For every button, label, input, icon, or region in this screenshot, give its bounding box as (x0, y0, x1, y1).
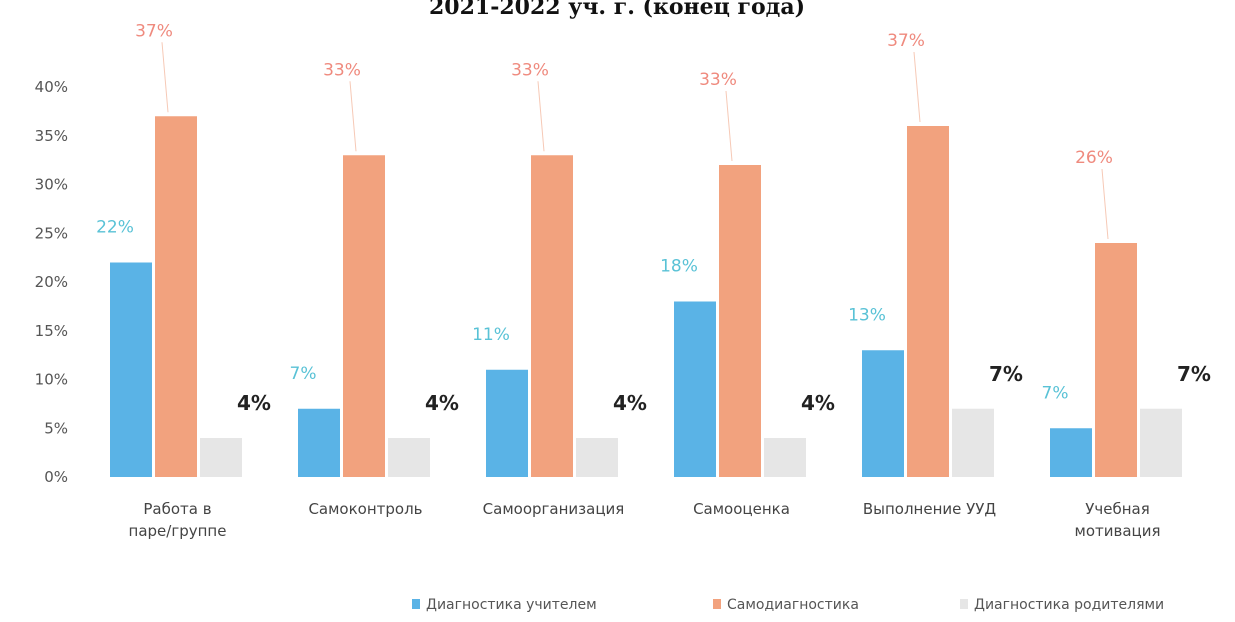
data-label: 4% (801, 391, 835, 415)
data-label-leader (161, 42, 169, 113)
data-label-leader (725, 90, 733, 162)
bar (110, 262, 152, 477)
data-label: 18% (660, 257, 698, 277)
data-label: 22% (96, 218, 134, 238)
x-tick-label: Самоконтроль (308, 500, 422, 518)
bar (719, 165, 761, 477)
bar (1095, 243, 1137, 477)
x-tick-label: мотивация (1075, 522, 1161, 540)
data-label-leader (913, 51, 921, 123)
bar (298, 408, 340, 477)
bar (862, 350, 904, 477)
data-label: 7% (1042, 383, 1069, 403)
legend-swatch (960, 599, 968, 609)
bar (907, 126, 949, 477)
data-label: 11% (472, 325, 510, 345)
legend-swatch (412, 599, 420, 609)
data-label: 37% (135, 21, 173, 41)
bar (200, 438, 242, 477)
data-label-leader (537, 81, 545, 152)
x-tick-label: Самоорганизация (483, 500, 625, 518)
x-tick-label: Самооценка (693, 500, 790, 518)
y-tick-label: 10% (35, 371, 68, 389)
y-tick-label: 25% (35, 224, 68, 242)
data-label-leader (349, 81, 357, 152)
bar (486, 369, 528, 477)
y-tick-label: 40% (35, 78, 68, 96)
data-label-leader (1101, 168, 1109, 240)
data-label: 13% (848, 305, 886, 325)
y-tick-label: 35% (35, 127, 68, 145)
data-label: 26% (1075, 148, 1113, 168)
data-label: 33% (511, 60, 549, 80)
chart-title: 2021-2022 уч. г. (конец года) (429, 0, 805, 20)
data-label: 37% (887, 31, 925, 51)
legend-label: Самодиагностика (727, 597, 859, 613)
bar (576, 438, 618, 477)
bar (531, 155, 573, 477)
x-tick-label: Работа в (143, 500, 211, 518)
y-tick-label: 5% (44, 419, 68, 437)
bar (388, 438, 430, 477)
data-label: 7% (1177, 362, 1211, 386)
data-label: 33% (323, 60, 361, 80)
bar (1050, 428, 1092, 477)
legend-label: Диагностика родителями (974, 597, 1164, 613)
bar (952, 408, 994, 477)
data-label: 4% (425, 391, 459, 415)
legend-label: Диагностика учителем (426, 597, 597, 613)
data-label: 4% (613, 391, 647, 415)
y-tick-label: 15% (35, 322, 68, 340)
bar (1140, 408, 1182, 477)
x-tick-label: Выполнение УУД (863, 500, 996, 518)
bar (764, 438, 806, 477)
data-label: 7% (290, 364, 317, 384)
y-tick-label: 0% (44, 468, 68, 486)
data-label: 7% (989, 362, 1023, 386)
bar (674, 301, 716, 477)
y-tick-label: 30% (35, 176, 68, 194)
bar (155, 116, 197, 477)
x-tick-label: Учебная (1085, 500, 1150, 518)
data-label: 33% (699, 70, 737, 90)
bar (343, 155, 385, 477)
data-label: 4% (237, 391, 271, 415)
legend-swatch (713, 599, 721, 609)
y-tick-label: 20% (35, 273, 68, 291)
x-tick-label: паре/группе (129, 522, 227, 540)
